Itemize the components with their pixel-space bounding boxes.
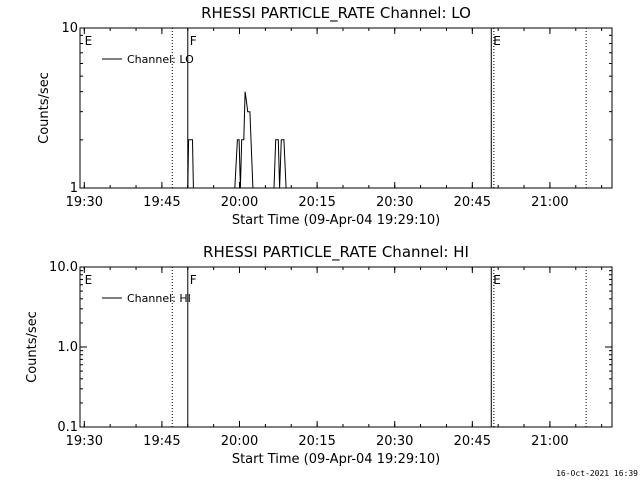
panel2-x-tick-label-6: 21:00 [531, 434, 568, 449]
panel2-marker-label-2: E [493, 273, 501, 287]
panel2-marker-label-1: F [190, 273, 197, 287]
panel1-x-tick-label-4: 20:30 [376, 195, 413, 210]
panel2-x-tick-label-3: 20:15 [298, 434, 335, 449]
panel1-x-tick-label-1: 19:45 [143, 195, 180, 210]
panel1-chart-title: RHESSI PARTICLE_RATE Channel: LO [201, 4, 471, 23]
panel2-x-axis-label: Start Time (09-Apr-04 19:29:10) [232, 452, 440, 467]
panel2-x-tick-label-0: 19:30 [66, 434, 103, 449]
panel2-y-axis-label: Counts/sec [25, 311, 40, 383]
panel1-x-tick-label-3: 20:15 [298, 195, 335, 210]
panel2-y-tick-label-0: 0.1 [57, 420, 78, 435]
panel1-x-tick-label-2: 20:00 [221, 195, 258, 210]
panel1-x-tick-label-0: 19:30 [66, 195, 103, 210]
panel1-y-tick-label-1: 10 [61, 21, 78, 36]
panel1-series-line-0 [187, 91, 287, 189]
panel2-x-tick-label-5: 20:45 [454, 434, 491, 449]
panel2-y-tick-label-1: 1.0 [57, 340, 78, 355]
panel1-x-tick-label-6: 21:00 [531, 195, 568, 210]
timestamp-label: 16-Oct-2021 16:39 [556, 469, 638, 478]
panel2-legend-label: Channel: HI [127, 292, 191, 305]
panel2-y-tick-label-2: 10.0 [49, 260, 78, 275]
panel2-x-tick-label-4: 20:30 [376, 434, 413, 449]
panel1-marker-label-2: E [493, 34, 501, 48]
panel2-x-tick-label-2: 20:00 [221, 434, 258, 449]
panel1-y-tick-label-0: 1 [70, 181, 78, 196]
panel1-y-axis-label: Counts/sec [37, 72, 52, 144]
panel2-plot-frame [79, 266, 613, 428]
panel1-marker-label-1: F [190, 34, 197, 48]
panel2-chart-title: RHESSI PARTICLE_RATE Channel: HI [203, 243, 469, 262]
panel1-legend-label: Channel: LO [127, 53, 194, 66]
panel1-x-tick-label-5: 20:45 [454, 195, 491, 210]
panel1-marker-label-0: E [85, 34, 93, 48]
panel1-plot-frame [79, 27, 613, 189]
panel2-marker-label-0: E [85, 273, 93, 287]
panel1-x-axis-label: Start Time (09-Apr-04 19:29:10) [232, 213, 440, 228]
panel2-x-tick-label-1: 19:45 [143, 434, 180, 449]
